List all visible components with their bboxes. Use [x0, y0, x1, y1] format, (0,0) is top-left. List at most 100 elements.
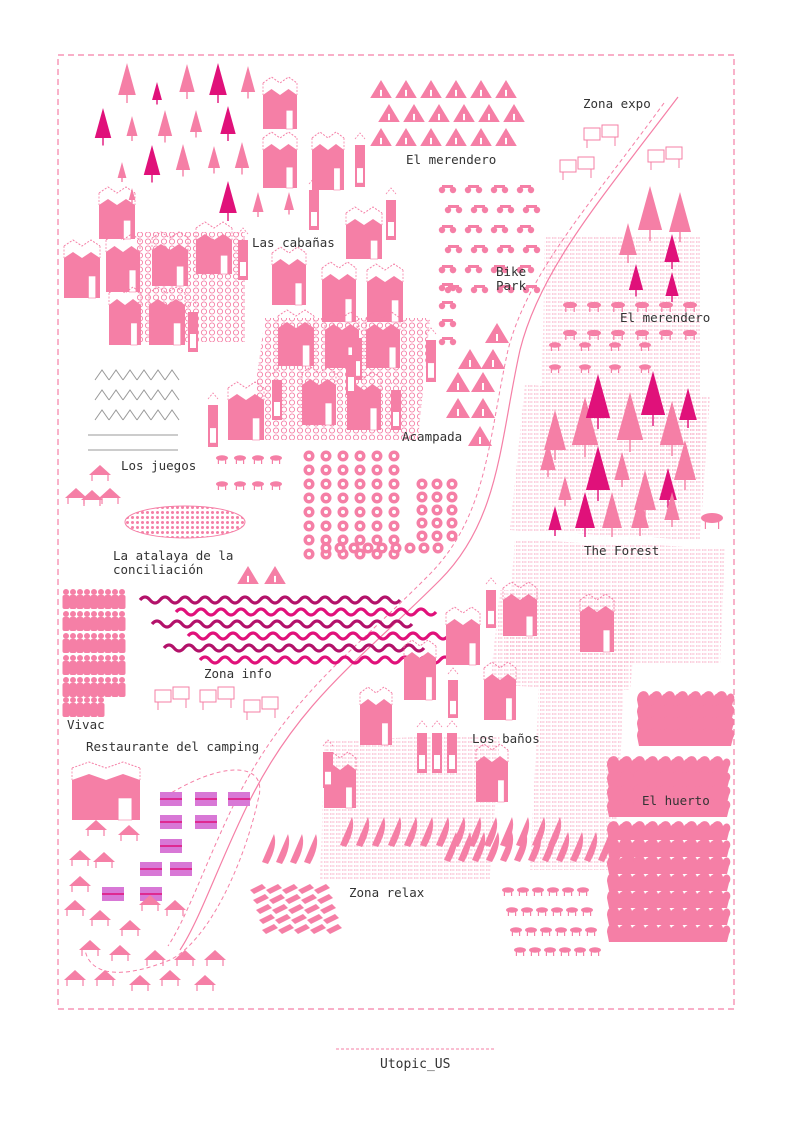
- tent-icon: [446, 398, 470, 418]
- tent-icon: [416, 478, 428, 490]
- tent-icon: [337, 506, 349, 518]
- bike-icon: [516, 225, 535, 234]
- table-icon: [563, 301, 577, 312]
- label-atalaya-1: La atalaya de la: [113, 548, 233, 563]
- lounger-icon: [285, 894, 301, 904]
- table-icon: [525, 927, 537, 936]
- table-icon: [587, 329, 601, 340]
- tent-icon: [370, 128, 392, 146]
- plant-icon: [444, 832, 458, 862]
- person-icon: [62, 655, 70, 675]
- cabin-icon: [308, 177, 320, 230]
- plant-icon: [500, 832, 514, 862]
- tree-icon: [585, 374, 611, 429]
- person-icon: [90, 677, 98, 697]
- tent-icon: [79, 940, 101, 956]
- cabin-icon: [63, 239, 101, 299]
- bike-icon: [444, 205, 463, 214]
- plant-icon: [458, 832, 472, 862]
- tree-icon: [602, 492, 622, 537]
- tent-icon: [471, 398, 495, 418]
- tent-icon: [388, 450, 400, 462]
- lounger-icon: [288, 904, 304, 914]
- lounger-icon: [262, 924, 278, 934]
- tent-icon: [320, 464, 332, 476]
- table-icon: [701, 513, 723, 529]
- tent-icon: [204, 950, 226, 966]
- plant-icon: [711, 889, 731, 908]
- cabin-icon: [151, 231, 189, 287]
- table-icon: [585, 927, 597, 936]
- cabin-icon: [301, 366, 337, 426]
- tent-icon: [471, 372, 495, 392]
- tent-icon: [376, 542, 388, 554]
- lounger-icon: [317, 894, 333, 904]
- table-icon: [170, 862, 192, 876]
- lounger-icon: [294, 924, 310, 934]
- tree-icon: [619, 223, 637, 263]
- plant-icon: [584, 832, 598, 862]
- tree-icon: [252, 192, 264, 217]
- person-icon: [62, 677, 70, 697]
- table-icon: [570, 927, 582, 936]
- tent-icon: [453, 104, 475, 122]
- table-icon: [639, 342, 651, 351]
- bike-icon: [464, 225, 483, 234]
- lounger-icon: [304, 904, 320, 914]
- table-icon: [195, 815, 217, 829]
- plant-icon: [542, 832, 556, 862]
- tent-icon: [395, 80, 417, 98]
- label-zona-info: Zona info: [204, 666, 272, 681]
- plant-icon: [715, 727, 735, 746]
- lounger-icon: [275, 914, 291, 924]
- table-icon: [234, 481, 246, 490]
- lounger-icon: [256, 904, 272, 914]
- table-icon: [506, 907, 518, 916]
- cabin-icon: [227, 381, 265, 441]
- table-icon: [521, 907, 533, 916]
- tent-icon: [320, 478, 332, 490]
- tent-icon: [388, 492, 400, 504]
- tent-icon: [431, 504, 443, 516]
- tent-icon: [303, 506, 315, 518]
- plant-icon: [556, 832, 570, 862]
- tent-icon: [371, 464, 383, 476]
- cabin-icon: [271, 246, 307, 306]
- plant-icon: [711, 855, 731, 874]
- person-icon: [83, 589, 91, 609]
- table-icon: [140, 887, 162, 901]
- person-icon: [76, 611, 84, 631]
- label-acampada: Acampada: [402, 429, 462, 444]
- bike-icon: [522, 205, 541, 214]
- label-bike-park-2: Park: [496, 278, 527, 293]
- tree-icon: [540, 442, 556, 477]
- table-icon: [252, 455, 264, 464]
- person-icon: [90, 589, 98, 609]
- icon-layer: [62, 63, 735, 991]
- tent-icon: [431, 517, 443, 529]
- tent-icon: [320, 450, 332, 462]
- table-icon: [532, 887, 544, 896]
- cabin-icon: [431, 720, 443, 773]
- tent-icon: [337, 450, 349, 462]
- tent-icon: [85, 820, 107, 836]
- tree-icon: [128, 188, 136, 203]
- plant-icon: [711, 872, 731, 891]
- tent-icon: [303, 548, 315, 560]
- cabin-icon: [237, 227, 249, 280]
- tent-icon: [303, 450, 315, 462]
- tent-icon: [348, 542, 360, 554]
- person-icon: [69, 677, 77, 697]
- tent-icon: [446, 491, 458, 503]
- bike-icon: [444, 245, 463, 254]
- plant-icon: [388, 817, 402, 847]
- label-vivac: Vivac: [67, 717, 105, 732]
- cabin-icon: [425, 327, 437, 382]
- tent-icon: [118, 825, 140, 841]
- tent-icon: [109, 945, 131, 961]
- tree-icon: [664, 234, 680, 269]
- tent-icon: [468, 426, 492, 446]
- table-icon: [587, 301, 601, 312]
- cabin-icon: [366, 263, 404, 323]
- tent-icon: [69, 850, 91, 866]
